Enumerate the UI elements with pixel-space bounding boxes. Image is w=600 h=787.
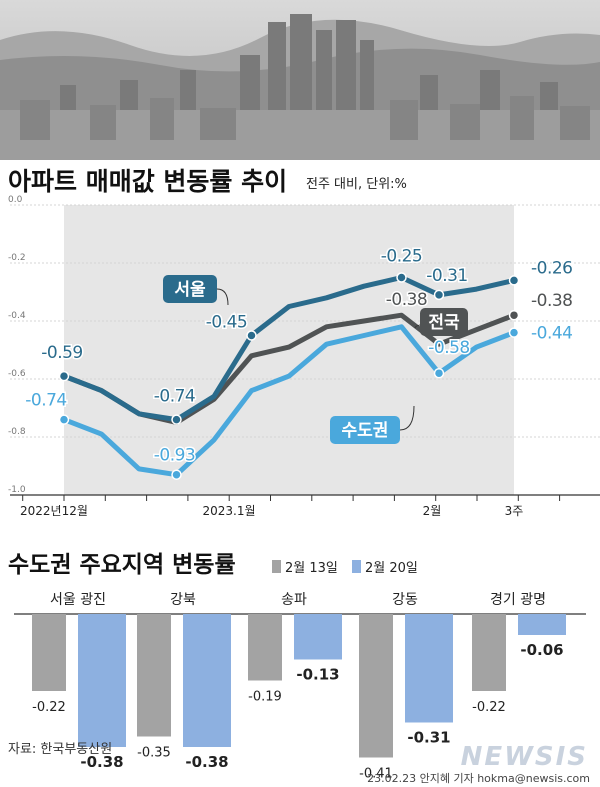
data-label-수도권: -0.58 <box>428 338 470 358</box>
y-tick-label: -0.4 <box>8 311 26 321</box>
x-tick-label: 2월 <box>423 504 442 518</box>
series-name-box <box>330 416 400 444</box>
bar-2월 20일 <box>294 614 342 660</box>
bar-chart-title: 수도권 주요지역 변동률 <box>8 552 236 578</box>
bar-2월 13일 <box>472 614 506 691</box>
y-tick-label: -1.0 <box>8 485 26 495</box>
bar-value-label: -0.38 <box>80 753 123 771</box>
legend-label-feb13: 2월 13일 <box>285 561 338 576</box>
bar-value-label: -0.38 <box>185 753 228 771</box>
data-point-marker <box>58 370 70 382</box>
chart-title: 아파트 매매값 변동률 추이 <box>8 167 287 196</box>
data-label-전국: -0.38 <box>531 291 573 311</box>
x-tick-label: 2022년12월 <box>20 504 88 518</box>
data-point-marker <box>433 367 445 379</box>
data-label-수도권: -0.44 <box>531 324 573 344</box>
bar-value-label: -0.35 <box>137 746 171 761</box>
data-point-marker <box>508 275 520 286</box>
data-label-수도권: -0.93 <box>154 446 196 466</box>
y-tick-label: 0.0 <box>8 195 23 205</box>
bar-value-label: -0.06 <box>520 641 563 659</box>
source-text: 자료: 한국부동산원 <box>8 742 112 757</box>
series-name-label: 전국 <box>428 313 460 333</box>
bar-category-label: 서울 광진 <box>50 592 106 608</box>
bar-category-label: 송파 <box>281 592 307 608</box>
data-point-marker <box>508 309 520 321</box>
bar-2월 13일 <box>359 614 393 758</box>
data-point-marker <box>171 414 182 425</box>
data-label-서울: -0.31 <box>426 266 468 286</box>
y-tick-label: -0.6 <box>8 369 26 379</box>
bar-2월 20일 <box>518 614 566 635</box>
bar-value-label: -0.22 <box>32 700 66 715</box>
data-label-서울: -0.74 <box>154 387 196 407</box>
series-pointer-line <box>399 405 415 431</box>
legend-swatch-feb13 <box>272 560 281 573</box>
data-label-서울: -0.45 <box>206 313 248 333</box>
line-plot-area: 0.0 -0.2 -0.4 -0.6 -0.8 -1.0 2022년12월 2023.1월 2월… <box>8 195 600 518</box>
bar-2월 13일 <box>137 614 171 737</box>
y-tick-label: -0.8 <box>8 427 26 437</box>
data-label-서울: -0.25 <box>381 247 423 267</box>
data-point-marker <box>246 330 257 341</box>
credit-text: 23.02.23 안지혜 기자 hokma@newsis.com <box>367 772 590 785</box>
data-label-서울: -0.59 <box>41 343 83 363</box>
bar-value-label: -0.31 <box>407 729 450 747</box>
bar-2월 20일 <box>183 614 231 747</box>
data-point-marker <box>58 414 70 425</box>
legend-swatch-feb20 <box>352 560 361 573</box>
series-name-box <box>420 308 468 336</box>
line-chart: 아파트 매매값 변동률 추이 전주 대비, 단위:% 0.0 -0.2 -0.4 -0… <box>8 167 600 518</box>
series-pointer-line <box>216 288 229 306</box>
series-name-label: 수도권 <box>342 421 389 441</box>
bar-category-label: 강동 <box>392 592 418 608</box>
data-point-marker <box>433 289 445 301</box>
y-tick-label: -0.2 <box>8 253 26 263</box>
bar-2월 13일 <box>32 614 66 691</box>
bar-value-label: -0.41 <box>359 767 393 782</box>
data-point-marker <box>508 327 520 338</box>
newsis-logo: NEWSIS <box>461 742 588 772</box>
shaded-period-background <box>64 205 514 495</box>
series-name-label: 서울 <box>174 280 206 300</box>
chart-subtitle: 전주 대비, 단위:% <box>306 177 407 192</box>
bar-2월 20일 <box>405 614 453 723</box>
data-label-전국: -0.38 <box>386 290 428 310</box>
data-point-marker <box>396 272 407 283</box>
bar-plot-area: 서울 광진 강북 송파 강동 경기 광명 -0.22 -0.35 -0.19 -0.41 -0.2… <box>14 592 586 782</box>
data-point-marker <box>171 469 182 480</box>
data-label-서울: -0.26 <box>531 258 573 278</box>
bar-chart: 수도권 주요지역 변동률 2월 13일 2월 20일 서울 광진 강북 송파 강동 경기… <box>8 552 590 785</box>
bar-category-label: 강북 <box>170 592 196 608</box>
bar-value-label: -0.19 <box>248 690 282 705</box>
city-skyline-photo <box>0 0 600 160</box>
data-label-수도권: -0.74 <box>25 391 67 411</box>
bar-value-label: -0.22 <box>472 700 506 715</box>
legend-label-feb20: 2월 20일 <box>365 561 418 576</box>
x-tick-label: 2023.1월 <box>202 504 255 518</box>
bar-2월 20일 <box>78 614 126 747</box>
x-tick-label: 3주 <box>505 504 524 518</box>
bar-category-label: 경기 광명 <box>490 592 546 608</box>
bar-value-label: -0.13 <box>296 666 339 684</box>
series-name-box <box>163 275 217 303</box>
bar-2월 13일 <box>248 614 282 681</box>
